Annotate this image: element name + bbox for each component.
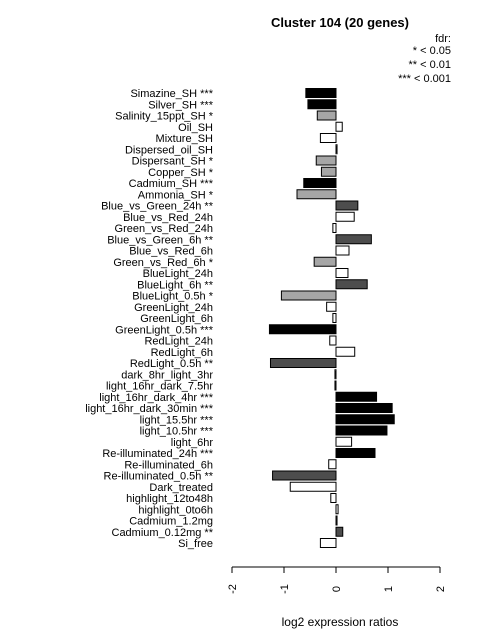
bar [334,369,337,380]
category-label: Ammonia_SH * [138,189,214,201]
bar [335,121,343,132]
bar [335,436,353,447]
bar [335,526,344,537]
category-label: RedLight_24h [144,336,213,348]
category-label: light_15.5hr *** [140,414,214,426]
bar [335,268,349,278]
category-label: Dispersant_SH * [132,156,214,168]
category-label: Re-illuminated_0.5h ** [104,471,214,483]
category-label: Oil_SH [178,122,213,134]
category-label: Silver_SH *** [148,99,214,111]
x-tick-label: 0 [331,586,343,592]
category-label: GreenLight_24h [134,302,213,314]
bar [328,459,337,470]
category-label: Blue_vs_Red_24h [123,212,213,224]
category-label: Blue_vs_Green_6h ** [107,234,214,246]
bar [272,470,337,481]
category-label: Dispersed_oil_SH [125,144,213,156]
x-ticks: -2 -1 0 1 2 [227,567,447,594]
bar [335,211,355,222]
category-label: light_10.5hr *** [140,426,214,438]
bar [315,155,337,166]
bar [326,301,337,312]
category-label: highlight_12to48h [126,493,213,505]
bar [335,515,338,526]
category-label: GreenLight_6h [140,313,213,325]
legend-title: fdr: [435,33,451,45]
bar [313,256,337,267]
category-label: Blue_vs_Red_6h [129,246,213,258]
category-label: light_16hr_dark_4hr *** [99,392,213,404]
category-label: Copper_SH * [148,167,214,179]
category-label: Re-illuminated_24h *** [102,448,213,460]
bar [305,88,337,98]
category-label: RedLight_0.5h ** [130,358,214,370]
category-label: Green_vs_Red_6h * [113,257,213,269]
bar [316,110,337,121]
x-tick-label: 1 [383,586,395,592]
legend-entry-p01: ** < 0.01 [408,59,451,71]
bar [268,324,337,335]
bar [335,245,350,256]
category-label: Re-illuminated_6h [124,459,213,471]
category-labels: Simazine_SH ***Silver_SH ***Salinity_15p… [85,88,214,550]
bar [335,425,388,436]
bar [319,133,337,143]
bar [335,504,339,515]
bar [329,335,337,346]
category-label: Dark_treated [149,482,213,494]
legend-entry-p05: * < 0.05 [413,45,451,57]
bar [335,279,368,290]
category-label: RedLight_6h [151,347,213,359]
category-label: Simazine_SH *** [130,88,213,100]
x-axis: -2 -1 0 1 2 [227,566,447,594]
category-label: Cadmium_1.2mg [129,516,213,528]
bar [335,414,395,425]
category-label: GreenLight_0.5h *** [115,324,214,336]
bar [335,448,376,458]
bar [335,391,378,402]
category-label: Cadmium_SH *** [129,178,214,190]
category-label: Blue_vs_Green_24h ** [101,201,214,213]
category-label: dark_8hr_light_3hr [121,369,213,381]
bar [335,403,393,413]
x-tick-label: -1 [279,584,291,594]
bar [289,481,337,492]
x-axis-label: log2 expression ratios [282,615,399,629]
category-label: highlight_0to6h [138,504,213,516]
category-label: Cadmium_0.12mg ** [112,527,214,539]
bar [335,200,359,211]
bar [330,493,337,503]
category-label: light_6hr [171,437,214,449]
legend: fdr: * < 0.05 ** < 0.01 *** < 0.001 [398,33,451,85]
bar [332,313,337,323]
bar [332,223,337,233]
category-label: light_16hr_dark_30min *** [85,403,214,415]
category-label: light_16hr_dark_7.5hr [106,381,213,393]
bar [334,380,337,391]
bar [269,358,337,368]
x-tick-label: -2 [227,584,239,594]
legend-entry-p001: *** < 0.001 [398,73,451,85]
category-label: Si_free [178,538,213,550]
x-tick-label: 2 [435,586,447,592]
category-label: BlueLight_24h [143,268,213,280]
bar [307,99,337,110]
bar [335,346,356,357]
category-label: Salinity_15ppt_SH * [115,111,214,123]
bar [319,538,337,548]
category-label: BlueLight_6h ** [137,279,214,291]
bar [335,234,372,245]
bars-group [268,88,395,548]
bar [296,189,337,200]
chart-title: Cluster 104 (20 genes) [271,15,409,30]
bar [320,166,337,177]
category-label: Green_vs_Red_24h [115,223,213,235]
bar [335,144,338,155]
category-label: BlueLight_0.5h * [132,291,213,303]
bar [303,178,337,188]
category-label: Mixture_SH [156,133,214,145]
bar [280,290,337,301]
